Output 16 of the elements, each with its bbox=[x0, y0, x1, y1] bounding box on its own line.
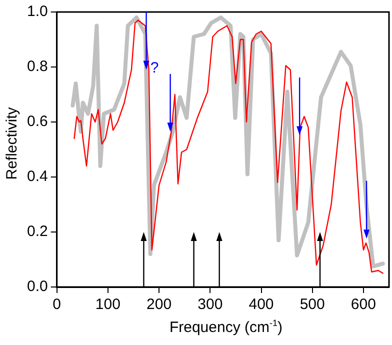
y-tick-label: 0.0 bbox=[26, 278, 48, 296]
y-tick-label: 0.4 bbox=[26, 168, 48, 186]
y-axis-title: Reflectivity bbox=[4, 106, 20, 182]
y-tick-label: 0.6 bbox=[26, 113, 48, 130]
annotation: ? bbox=[150, 60, 159, 76]
x-tick-label: 300 bbox=[198, 296, 223, 314]
x-tick-label: 200 bbox=[146, 296, 172, 314]
y-tick-label: 0.8 bbox=[26, 58, 48, 76]
x-axis-title: Frequency (cm$^{-1}$) bbox=[168, 318, 284, 336]
x-tick-label: 500 bbox=[300, 296, 325, 314]
y-tick-label: 1.0 bbox=[26, 3, 48, 20]
x-tick-label: 0 bbox=[52, 296, 62, 314]
x-tick-label: 600 bbox=[350, 296, 376, 314]
x-tick-label: 400 bbox=[248, 296, 274, 314]
x-tick-label: 100 bbox=[95, 296, 120, 314]
y-tick-label: 0.2 bbox=[26, 223, 48, 240]
